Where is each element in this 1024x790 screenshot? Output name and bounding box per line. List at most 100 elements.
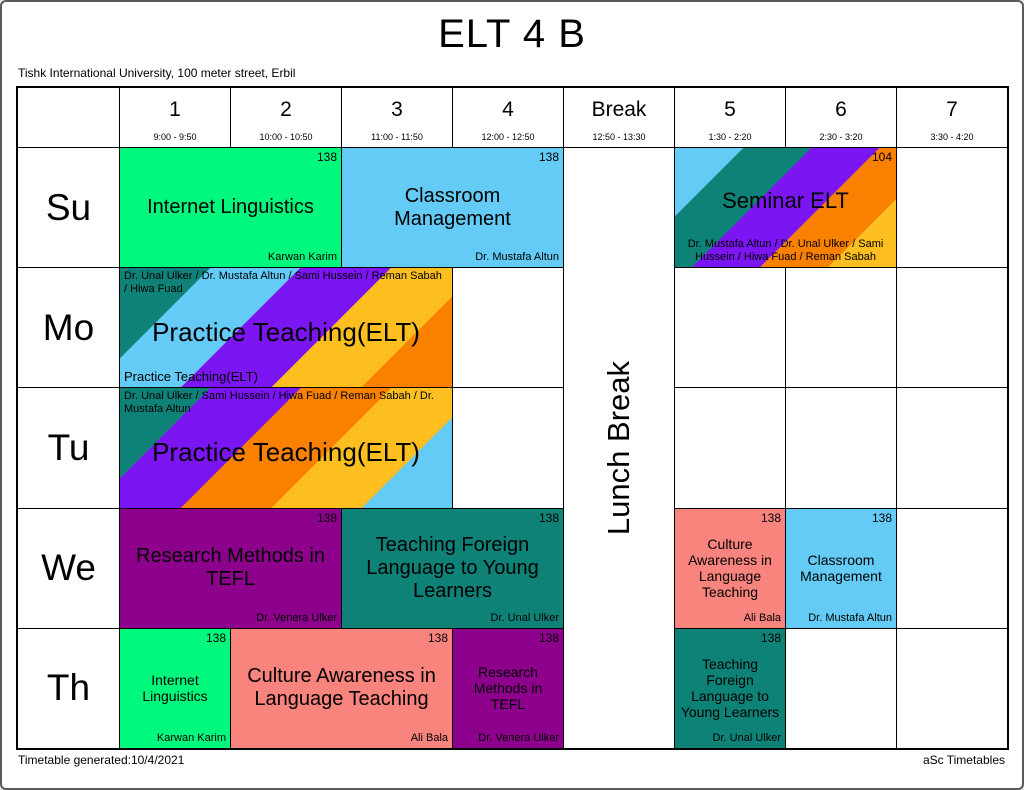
column-header-period-7: 7 3:30 - 4:20	[897, 88, 1007, 147]
teacher-name: Ali Bala	[410, 731, 448, 744]
subject-name: Classroom Management	[394, 184, 511, 230]
room-number: 138	[871, 510, 892, 525]
break-label: Break	[591, 98, 647, 121]
period-time: 9:00 - 9:50	[153, 132, 197, 142]
period-time: 1:30 - 2:20	[708, 132, 752, 142]
lesson-th-research-methods: 138 Research Methods in TEFL Dr. Venera …	[453, 628, 563, 748]
lesson-tu-practice-teaching: Dr. Unal Ulker / Sami Hussein / Hiwa Fua…	[120, 388, 452, 508]
empty-cell	[897, 388, 1007, 508]
empty-cell	[897, 148, 1007, 268]
empty-cell	[897, 268, 1007, 388]
teacher-name: Dr. Unal Ulker	[712, 731, 781, 744]
column-header-period-1: 1 9:00 - 9:50	[120, 88, 230, 147]
column-header-period-2: 2 10:00 - 10:50	[231, 88, 341, 147]
corner-cell	[18, 88, 119, 147]
day-label-tuesday: Tu	[18, 388, 119, 508]
empty-cell	[675, 268, 785, 388]
subject-name: Research Methods in TEFL	[136, 545, 325, 591]
period-time: 10:00 - 10:50	[259, 132, 313, 142]
room-number: 138	[538, 630, 559, 645]
period-number: 1	[169, 98, 181, 121]
subject-name: Internet Linguistics	[147, 196, 314, 219]
teacher-name: Karwan Karim	[156, 731, 226, 744]
lesson-we-research-methods: 138 Research Methods in TEFL Dr. Venera …	[120, 508, 341, 628]
teacher-name: Dr. Venera Ulker	[256, 611, 337, 624]
column-header-period-6: 6 2:30 - 3:20	[786, 88, 896, 147]
lunch-break-cell: Lunch Break	[564, 148, 674, 748]
period-number: 2	[280, 98, 292, 121]
teacher-name: Dr. Mustafa Altun	[475, 251, 559, 264]
teacher-names: Dr. Unal Ulker / Dr. Mustafa Altun / Sam…	[124, 270, 442, 296]
teacher-name: Karwan Karim	[267, 251, 337, 264]
subject-name: Teaching Foreign Language to Young Learn…	[366, 533, 539, 602]
empty-cell	[897, 508, 1007, 628]
generated-date: Timetable generated:10/4/2021	[18, 753, 185, 767]
subject-name: Culture Awareness in Language Teaching	[247, 665, 436, 711]
day-label-sunday: Su	[18, 148, 119, 268]
lesson-we-culture-awareness: 138 Culture Awareness in Language Teachi…	[675, 508, 785, 628]
teacher-name: Ali Bala	[743, 611, 781, 624]
lesson-th-culture-awareness: 138 Culture Awareness in Language Teachi…	[231, 628, 452, 748]
lesson-su-classroom-management: 138 Classroom Management Dr. Mustafa Alt…	[342, 148, 563, 268]
room-number: 138	[316, 510, 337, 525]
subject-name: Practice Teaching(ELT)	[152, 316, 420, 347]
day-label-thursday: Th	[18, 628, 119, 748]
timetable-grid: 1 9:00 - 9:50 2 10:00 - 10:50 3 11:00 - …	[16, 86, 1009, 750]
teacher-name: Dr. Unal Ulker	[490, 611, 559, 624]
period-time: 3:30 - 4:20	[930, 132, 974, 142]
room-number: 138	[427, 630, 448, 645]
room-number: 138	[760, 510, 781, 525]
room-number: 138	[760, 630, 781, 645]
period-number: 6	[835, 98, 847, 121]
column-header-break: Break 12:50 - 13:30	[564, 88, 674, 147]
lesson-th-internet-linguistics: 138 Internet Linguistics Karwan Karim	[120, 628, 230, 748]
teacher-names: Dr. Mustafa Altun / Dr. Unal Ulker / Sam…	[687, 238, 884, 264]
teacher-names: Dr. Unal Ulker / Sami Hussein / Hiwa Fua…	[124, 390, 434, 416]
period-time: 12:00 - 12:50	[481, 132, 535, 142]
lesson-we-classroom-management: 138 Classroom Management Dr. Mustafa Alt…	[786, 508, 896, 628]
lesson-we-teaching-foreign-language: 138 Teaching Foreign Language to Young L…	[342, 508, 563, 628]
empty-cell	[786, 628, 896, 748]
subject-name: Research Methods in TEFL	[473, 664, 543, 713]
lunch-break-label: Lunch Break	[601, 360, 636, 536]
subject-name: Teaching Foreign Language to Young Learn…	[680, 656, 780, 721]
period-number: 5	[724, 98, 736, 121]
period-number: 4	[502, 98, 514, 121]
empty-cell	[897, 628, 1007, 748]
room-number: 138	[538, 510, 559, 525]
subject-name: Classroom Management	[800, 552, 882, 585]
period-time: 11:00 - 11:50	[371, 132, 423, 142]
room-number: 104	[871, 150, 892, 164]
lesson-th-teaching-foreign-language: 138 Teaching Foreign Language to Young L…	[675, 628, 785, 748]
subject-note	[124, 490, 448, 505]
lesson-su-internet-linguistics: 138 Internet Linguistics Karwan Karim	[120, 148, 341, 268]
room-number: 138	[205, 630, 226, 645]
empty-cell	[786, 388, 896, 508]
room-number: 138	[538, 150, 559, 164]
break-time: 12:50 - 13:30	[592, 132, 646, 142]
subject-name: Seminar ELT	[722, 188, 849, 214]
lesson-mo-practice-teaching: Dr. Unal Ulker / Dr. Mustafa Altun / Sam…	[120, 268, 452, 388]
empty-cell	[453, 268, 563, 388]
day-label-wednesday: We	[18, 508, 119, 628]
teacher-name: Dr. Mustafa Altun	[808, 611, 892, 624]
lesson-su-seminar-elt: 104 Seminar ELT Dr. Mustafa Altun / Dr. …	[675, 148, 896, 268]
teacher-name: Dr. Venera Ulker	[478, 731, 559, 744]
column-header-period-5: 5 1:30 - 2:20	[675, 88, 785, 147]
period-number: 7	[946, 98, 958, 121]
room-number: 138	[316, 150, 337, 164]
page-subtitle: Tishk International University, 100 mete…	[18, 66, 296, 80]
period-number: 3	[391, 98, 403, 121]
day-label-monday: Mo	[18, 268, 119, 388]
subject-name: Internet Linguistics	[142, 672, 208, 705]
subject-name: Culture Awareness in Language Teaching	[688, 536, 772, 601]
page-title: ELT 4 B	[438, 12, 586, 56]
subject-name: Practice Teaching(ELT)	[152, 437, 420, 468]
column-header-period-4: 4 12:00 - 12:50	[453, 88, 563, 147]
empty-cell	[675, 388, 785, 508]
app-credit: aSc Timetables	[922, 753, 1005, 767]
empty-cell	[453, 388, 563, 508]
empty-cell	[786, 268, 896, 388]
column-header-period-3: 3 11:00 - 11:50	[342, 88, 452, 147]
